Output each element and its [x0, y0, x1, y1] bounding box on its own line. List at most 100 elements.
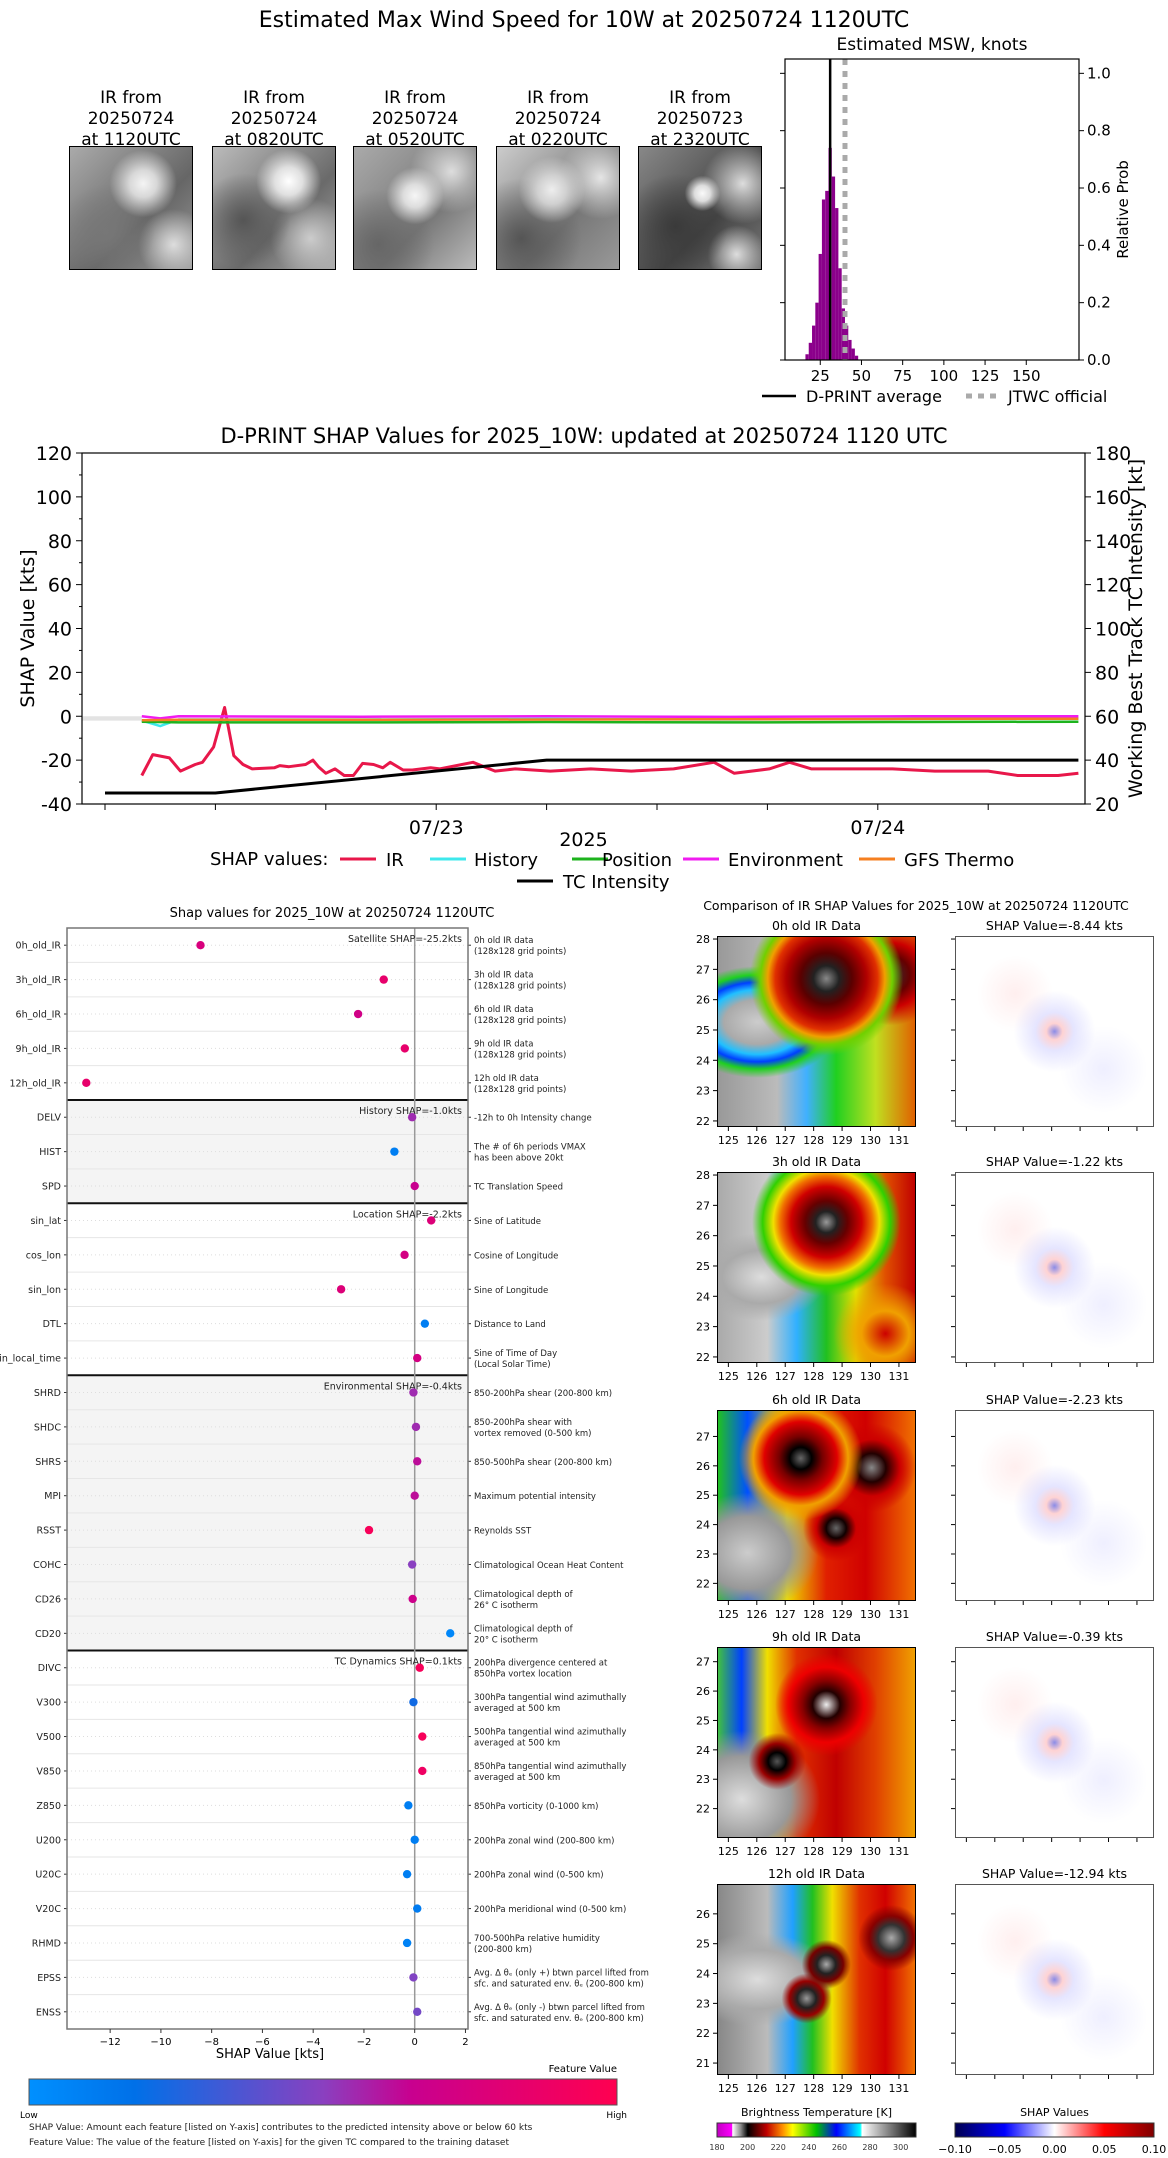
x-tick-label: 07/24 — [850, 817, 905, 839]
lat-tick-label: 26 — [696, 1685, 710, 1698]
lat-tick-label: 25 — [696, 1260, 710, 1273]
bt-colorbar-tick: 280 — [862, 2143, 877, 2152]
feature-description: Climatological Ocean Heat Content — [474, 1561, 624, 1571]
feature-label: CD20 — [35, 1629, 61, 1640]
bt-colorbar-tick: 240 — [801, 2143, 816, 2152]
shap-panel-title: SHAP Value=-2.23 kts — [986, 1392, 1123, 1407]
lon-tick-label: 130 — [860, 2082, 881, 2095]
histogram-bar — [854, 355, 859, 360]
ir-panel-title: 0h old IR Data — [772, 918, 861, 933]
lat-tick-label: 26 — [696, 1230, 710, 1243]
shap-dot-SHDC — [411, 1422, 421, 1432]
shap-dot-3h_old_IR — [379, 975, 388, 984]
y-tick-label: 20 — [48, 662, 72, 684]
lon-tick-label: 131 — [888, 2082, 909, 2095]
ir-shap-image — [955, 1647, 1154, 1838]
shap-colorbar-tick: 0.05 — [1092, 2143, 1117, 2156]
y-tick-label: 0.8 — [1087, 122, 1111, 140]
lat-tick-label: 25 — [696, 1489, 710, 1502]
legend-label-environment: Environment — [728, 850, 843, 871]
feature-description: (128x128 grid points) — [474, 1016, 566, 1026]
histogram-frame — [784, 58, 1080, 361]
feature-description: 500hPa tangential wind azimuthally — [474, 1728, 626, 1738]
caption-line: IR from — [527, 88, 589, 108]
shap-dot-SHRS — [413, 1457, 422, 1466]
lat-tick-label: 23 — [696, 1773, 710, 1786]
series-line-ir — [140, 706, 1079, 777]
feature-description: 850hPa vortex location — [474, 1670, 572, 1680]
shap-dot-V500 — [418, 1732, 427, 1741]
x-tick-label: 75 — [893, 367, 912, 385]
feature-label: CD26 — [35, 1594, 61, 1605]
x-tick-label: −6 — [255, 2037, 270, 2048]
ir-data-image — [717, 1410, 916, 1601]
y-right-tick-label: 180 — [1095, 443, 1131, 465]
colorbar-low-label: Low — [20, 2111, 38, 2121]
feature-description: 200hPa divergence centered at — [474, 1659, 608, 1669]
histogram-bar — [812, 325, 816, 360]
lat-tick-label: 21 — [696, 2057, 710, 2070]
lon-tick-label: 125 — [718, 1370, 739, 1383]
x-tick-label: 50 — [852, 367, 871, 385]
ir-thumbnail-image — [638, 146, 762, 270]
lat-tick-label: 24 — [696, 1744, 710, 1757]
caption-line: IR from — [243, 88, 305, 108]
feature-label: 12h_old_IR — [10, 1078, 62, 1089]
feature-description: averaged at 500 km — [474, 1773, 560, 1783]
feature-description: 200hPa meridional wind (0-500 km) — [474, 1905, 626, 1915]
lat-tick-label: 27 — [696, 1199, 710, 1212]
feature-description: (200-800 km) — [474, 1945, 532, 1955]
lon-tick-label: 128 — [803, 1134, 824, 1147]
lon-tick-label: 128 — [803, 1845, 824, 1858]
feature-description: 850-500hPa shear (200-800 km) — [474, 1458, 612, 1468]
lon-tick-label: 125 — [718, 1845, 739, 1858]
lon-tick-label: 129 — [832, 1134, 853, 1147]
shap-dot-sin_lon — [336, 1285, 346, 1294]
shap-dot-V20C — [413, 1904, 422, 1913]
timeseries-title: D-PRINT SHAP Values for 2025_10W: update… — [220, 424, 947, 449]
comparison-title: Comparison of IR SHAP Values for 2025_10… — [703, 898, 1129, 913]
lon-tick-label: 126 — [746, 2082, 767, 2095]
feature-description: (Local Solar Time) — [474, 1360, 551, 1370]
feature-description: Distance to Land — [474, 1320, 546, 1330]
shap-dot-DIVC — [415, 1663, 424, 1672]
caption-line: 20250724 — [371, 109, 459, 129]
feature-label: U200 — [36, 1835, 61, 1846]
lat-tick-label: 26 — [696, 1460, 710, 1473]
histogram-bar — [835, 208, 839, 360]
feature-label: RHMD — [32, 1938, 61, 1949]
feature-description: Climatological depth of — [474, 1624, 574, 1634]
y-tick-label: 100 — [36, 487, 72, 509]
shap-dot-U20C — [402, 1869, 412, 1879]
lon-tick-label: 128 — [803, 2082, 824, 2095]
feature-label: V20C — [36, 1904, 62, 1915]
ir-data-image — [717, 1884, 916, 2075]
shap-dot-ENSS — [413, 2007, 422, 2016]
shap-dot-SHRD — [409, 1388, 418, 1397]
colorbar-high-label: High — [606, 2111, 627, 2121]
lon-tick-label: 129 — [832, 2082, 853, 2095]
feature-label: Z850 — [36, 1801, 61, 1812]
shap-dot-EPSS — [409, 1973, 418, 1982]
feature-label: 3h_old_IR — [16, 975, 62, 986]
shap-dot-DELV — [407, 1113, 417, 1122]
feature-description: (128x128 grid points) — [474, 982, 566, 992]
lon-tick-label: 129 — [832, 1608, 853, 1621]
group-shap-label: Environmental SHAP=-0.4kts — [324, 1381, 462, 1392]
histogram-bar — [825, 190, 829, 360]
caption-line: at 0220UTC — [508, 130, 608, 150]
feature-description: 12h old IR data — [474, 1074, 539, 1084]
lat-tick-label: 26 — [696, 994, 710, 1007]
feature-description: 9h old IR data — [474, 1039, 533, 1049]
colorbar-label: Feature Value — [549, 2064, 617, 2075]
shap-dot-sin_local_time — [413, 1353, 422, 1363]
feature-label: ENSS — [36, 2007, 61, 2018]
dotplot-frame — [66, 927, 469, 2030]
y-tick-label: -40 — [41, 794, 72, 816]
caption-line: at 0520UTC — [365, 130, 465, 150]
y-right-tick-label: 100 — [1095, 619, 1131, 641]
y-tick-label: 40 — [48, 619, 72, 641]
lat-tick-label: 24 — [696, 1519, 710, 1532]
lon-tick-label: 125 — [718, 1134, 739, 1147]
